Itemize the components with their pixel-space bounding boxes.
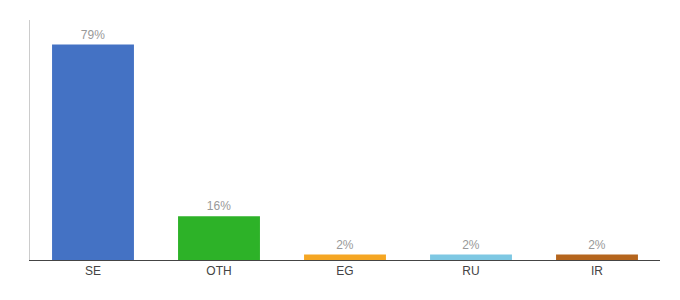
svg-text:EG: EG (336, 264, 353, 278)
svg-text:2%: 2% (336, 238, 354, 252)
svg-text:16%: 16% (207, 199, 231, 213)
svg-text:SE: SE (85, 264, 101, 278)
svg-text:2%: 2% (588, 238, 606, 252)
svg-text:IR: IR (591, 264, 603, 278)
svg-text:RU: RU (462, 264, 479, 278)
svg-text:OTH: OTH (206, 264, 231, 278)
svg-text:2%: 2% (462, 238, 480, 252)
svg-text:79%: 79% (81, 28, 105, 42)
